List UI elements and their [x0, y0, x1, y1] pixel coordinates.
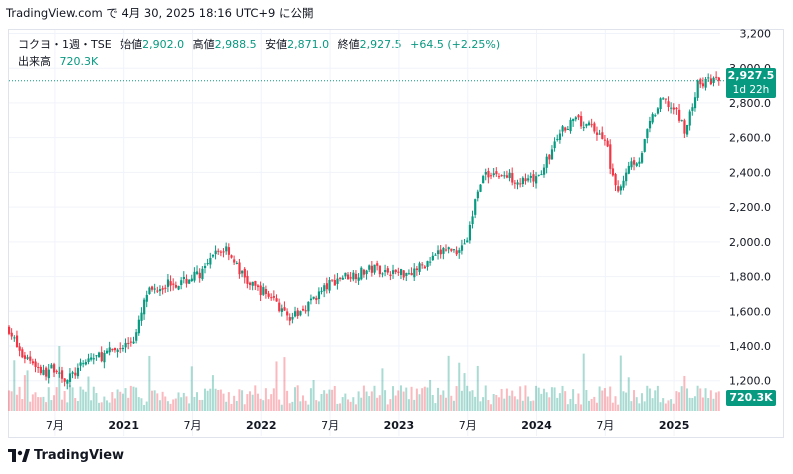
low-label: 安値 — [265, 38, 288, 51]
close-value: 2,927.5 — [359, 38, 402, 51]
tradingview-logo-icon — [8, 449, 30, 462]
publish-info: TradingView.com で 4月 30, 2025 18:16 UTC+… — [6, 6, 314, 20]
high-label: 高値 — [192, 38, 215, 51]
open-value: 2,902.0 — [142, 38, 185, 51]
last-price-badge: 2,927.5 1d 22h — [726, 68, 776, 98]
open-label: 始値 — [120, 38, 143, 51]
chart-frame — [8, 29, 784, 438]
bar-countdown: 1d 22h — [732, 84, 770, 96]
brand-label: TradingView — [34, 448, 125, 463]
change-value: +64.5 (+2.25%) — [410, 38, 501, 51]
ohlc-legend: コクヨ・1週・TSE 始値2,902.0 高値2,988.5 安値2,871.0… — [18, 36, 500, 52]
high-value: 2,988.5 — [214, 38, 257, 51]
volume-badge: 720.3K — [726, 390, 776, 406]
volume-value: 720.3K — [59, 55, 99, 68]
volume-legend: 出来高 720.3K — [18, 53, 98, 69]
volume-label: 出来高 — [18, 55, 51, 68]
low-value: 2,871.0 — [287, 38, 330, 51]
last-price-value: 2,927.5 — [727, 69, 775, 82]
symbol-label[interactable]: コクヨ・1週・TSE — [18, 38, 112, 51]
close-label: 終値 — [337, 38, 360, 51]
tradingview-brand[interactable]: TradingView — [8, 448, 124, 463]
